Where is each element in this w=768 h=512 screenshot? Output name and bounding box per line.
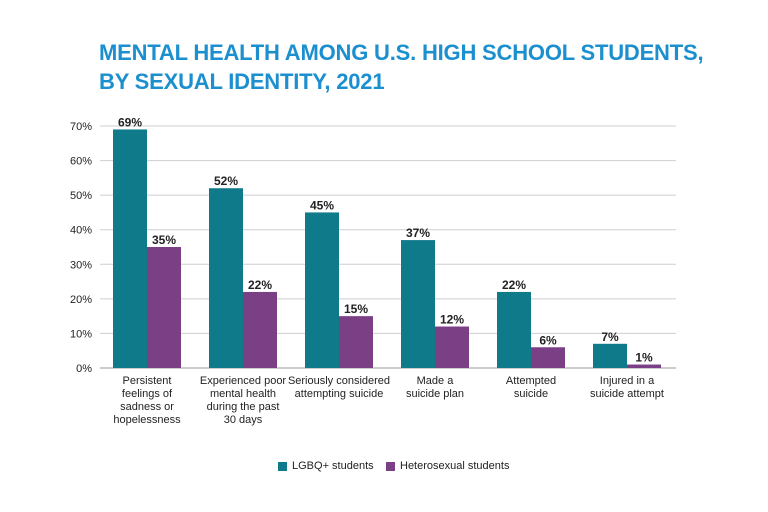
category-label-line: suicide bbox=[514, 388, 548, 400]
y-tick-label: 10% bbox=[70, 328, 92, 340]
category-label-line: mental health bbox=[210, 388, 276, 400]
category-label-line: Experienced poor bbox=[200, 375, 287, 387]
bar-lgbq bbox=[209, 188, 243, 368]
data-label-lgbq: 22% bbox=[502, 278, 526, 292]
data-label-heterosexual: 35% bbox=[152, 233, 176, 247]
category-label-line: Persistent bbox=[123, 375, 172, 387]
category-label-line: Made a bbox=[417, 375, 455, 387]
category-label-line: Injured in a bbox=[600, 375, 655, 387]
data-label-heterosexual: 15% bbox=[344, 302, 368, 316]
legend: LGBQ+ students Heterosexual students bbox=[0, 460, 768, 476]
data-labels: 69% 35% 52% 22% 45% 15% 37% 12% 22% 6% 7% 1% bbox=[118, 115, 653, 364]
category-label-line: attempting suicide bbox=[295, 388, 384, 400]
chart-title-line-2: BY SEXUAL IDENTITY, 2021 bbox=[99, 69, 385, 94]
y-tick-label: 30% bbox=[70, 259, 92, 271]
category-label-line: 30 days bbox=[224, 414, 263, 426]
y-tick-label: 50% bbox=[70, 190, 92, 202]
category-label-line: suicide plan bbox=[406, 388, 464, 400]
gridlines bbox=[100, 125, 676, 369]
legend-item-heterosexual: Heterosexual students bbox=[386, 460, 509, 472]
y-axis: 0% 10% 20% 30% 40% 50% 60% 70% bbox=[70, 121, 92, 375]
legend-label-lgbq: LGBQ+ students bbox=[292, 460, 374, 472]
category-label-line: Attempted bbox=[506, 375, 556, 387]
category-label-line: feelings of bbox=[122, 388, 173, 400]
data-label-heterosexual: 12% bbox=[440, 313, 464, 327]
legend-swatch-heterosexual bbox=[386, 461, 395, 471]
data-label-lgbq: 7% bbox=[601, 330, 619, 344]
category-label-line: during the past bbox=[207, 401, 280, 413]
bar-chart: 0% 10% 20% 30% 40% 50% 60% 70% 69% 35% 52% 22% 45% 1… bbox=[70, 115, 676, 426]
y-tick-label: 60% bbox=[70, 156, 92, 168]
bar-lgbq bbox=[305, 212, 339, 368]
category-label-line: hopelessness bbox=[113, 414, 181, 426]
data-label-lgbq: 69% bbox=[118, 115, 142, 129]
legend-swatch-lgbq bbox=[278, 461, 287, 471]
bars bbox=[113, 129, 661, 368]
bar-heterosexual bbox=[531, 347, 565, 368]
data-label-lgbq: 37% bbox=[406, 226, 430, 240]
bar-heterosexual bbox=[435, 326, 469, 368]
bar-lgbq bbox=[113, 129, 147, 368]
data-label-heterosexual: 1% bbox=[635, 351, 653, 365]
bar-lgbq bbox=[593, 343, 627, 368]
bar-heterosexual bbox=[243, 291, 277, 368]
data-label-lgbq: 45% bbox=[310, 198, 334, 212]
bar-heterosexual bbox=[147, 247, 181, 368]
category-label-line: Seriously considered bbox=[288, 375, 390, 387]
y-tick-label: 0% bbox=[76, 363, 92, 375]
y-tick-label: 40% bbox=[70, 225, 92, 237]
bar-lgbq bbox=[401, 240, 435, 368]
legend-item-lgbq: LGBQ+ students bbox=[278, 460, 374, 472]
legend-label-heterosexual: Heterosexual students bbox=[400, 460, 510, 472]
chart-title-line-1: MENTAL HEALTH AMONG U.S. HIGH SCHOOL STU… bbox=[99, 40, 704, 65]
category-label-line: sadness or bbox=[120, 401, 174, 413]
data-label-heterosexual: 6% bbox=[539, 333, 557, 347]
bar-heterosexual bbox=[339, 316, 373, 368]
chart-title: MENTAL HEALTH AMONG U.S. HIGH SCHOOL STU… bbox=[99, 38, 704, 96]
y-tick-label: 70% bbox=[70, 121, 92, 133]
y-tick-label: 20% bbox=[70, 294, 92, 306]
bar-lgbq bbox=[497, 291, 531, 368]
data-label-heterosexual: 22% bbox=[248, 278, 272, 292]
data-label-lgbq: 52% bbox=[214, 174, 238, 188]
bar-heterosexual bbox=[627, 364, 661, 368]
category-label-line: suicide attempt bbox=[590, 388, 664, 400]
